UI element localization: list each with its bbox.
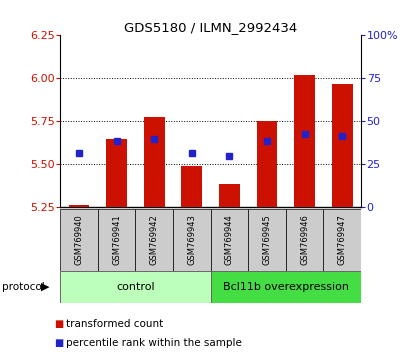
Text: GSM769943: GSM769943 [187,215,196,265]
Text: GSM769945: GSM769945 [263,215,271,265]
Bar [173,209,210,271]
Text: GSM769946: GSM769946 [300,215,309,265]
Bar [257,121,277,207]
Bar [68,205,89,207]
Text: GSM769940: GSM769940 [74,215,83,265]
Text: ▶: ▶ [41,282,49,292]
Bar [181,166,202,207]
Bar [211,209,248,271]
Bar [323,209,361,271]
Bar [60,271,211,303]
Title: GDS5180 / ILMN_2992434: GDS5180 / ILMN_2992434 [124,21,297,34]
Bar [211,271,361,303]
Text: GSM769944: GSM769944 [225,215,234,265]
Bar [98,209,135,271]
Bar [106,139,127,207]
Text: GSM769942: GSM769942 [150,215,159,265]
Text: ■: ■ [54,319,63,329]
Bar [248,209,286,271]
Bar [219,184,240,207]
Text: transformed count: transformed count [66,319,164,329]
Text: Bcl11b overexpression: Bcl11b overexpression [223,282,349,292]
Bar [294,75,315,207]
Bar [60,209,98,271]
Text: control: control [116,282,155,292]
Text: protocol: protocol [2,282,45,292]
Bar [135,209,173,271]
Bar [332,84,353,207]
Bar [286,209,323,271]
Text: percentile rank within the sample: percentile rank within the sample [66,338,242,348]
Text: ■: ■ [54,338,63,348]
Bar [144,117,164,207]
Text: GSM769941: GSM769941 [112,215,121,265]
Text: GSM769947: GSM769947 [338,215,347,265]
